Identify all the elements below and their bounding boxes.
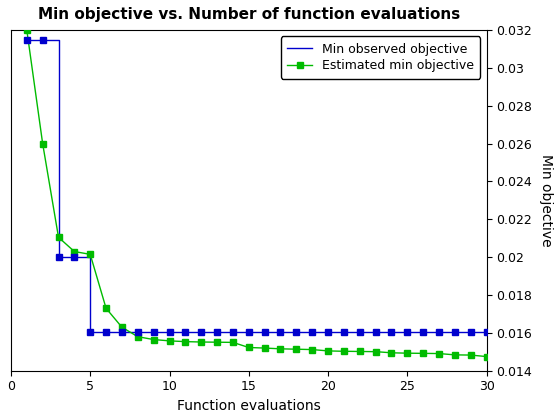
Estimated min objective bbox=[340, 349, 347, 354]
Estimated min objective bbox=[404, 351, 410, 356]
Line: Estimated min objective: Estimated min objective bbox=[24, 27, 489, 360]
Min observed objective bbox=[404, 329, 410, 334]
Min observed objective bbox=[245, 329, 252, 334]
Min observed objective bbox=[55, 255, 62, 260]
Min observed objective bbox=[277, 329, 284, 334]
Min observed objective bbox=[198, 329, 204, 334]
X-axis label: Function evaluations: Function evaluations bbox=[177, 399, 321, 413]
Title: Min objective vs. Number of function evaluations: Min objective vs. Number of function eva… bbox=[38, 7, 460, 22]
Min observed objective bbox=[325, 329, 332, 334]
Min observed objective bbox=[356, 329, 363, 334]
Min observed objective bbox=[340, 329, 347, 334]
Estimated min objective bbox=[262, 346, 268, 351]
Legend: Min observed objective, Estimated min objective: Min observed objective, Estimated min ob… bbox=[281, 36, 480, 79]
Estimated min objective bbox=[71, 249, 78, 254]
Min observed objective bbox=[134, 329, 141, 334]
Min observed objective bbox=[39, 37, 46, 42]
Estimated min objective bbox=[150, 337, 157, 342]
Min observed objective bbox=[182, 329, 189, 334]
Estimated min objective bbox=[39, 141, 46, 146]
Estimated min objective bbox=[277, 346, 284, 352]
Estimated min objective bbox=[214, 340, 221, 345]
Estimated min objective bbox=[182, 339, 189, 344]
Estimated min objective bbox=[483, 354, 490, 359]
Min observed objective bbox=[436, 329, 442, 334]
Min observed objective bbox=[230, 329, 236, 334]
Min observed objective bbox=[293, 329, 300, 334]
Min observed objective bbox=[262, 329, 268, 334]
Min observed objective bbox=[372, 329, 379, 334]
Estimated min objective bbox=[309, 347, 316, 352]
Min observed objective bbox=[214, 329, 221, 334]
Estimated min objective bbox=[372, 349, 379, 354]
Estimated min objective bbox=[87, 252, 94, 257]
Estimated min objective bbox=[356, 349, 363, 354]
Estimated min objective bbox=[451, 352, 458, 357]
Min observed objective bbox=[166, 329, 173, 334]
Min observed objective bbox=[388, 329, 395, 334]
Estimated min objective bbox=[468, 352, 474, 357]
Estimated min objective bbox=[245, 345, 252, 350]
Min observed objective bbox=[150, 329, 157, 334]
Min observed objective bbox=[71, 255, 78, 260]
Line: Min observed objective: Min observed objective bbox=[27, 39, 487, 332]
Min observed objective bbox=[451, 329, 458, 334]
Estimated min objective bbox=[325, 348, 332, 353]
Min observed objective bbox=[24, 37, 30, 42]
Min observed objective bbox=[119, 329, 125, 334]
Min observed objective bbox=[468, 329, 474, 334]
Estimated min objective bbox=[388, 350, 395, 355]
Estimated min objective bbox=[436, 351, 442, 356]
Estimated min objective bbox=[293, 346, 300, 352]
Y-axis label: Min objective: Min objective bbox=[539, 154, 553, 247]
Estimated min objective bbox=[119, 325, 125, 330]
Estimated min objective bbox=[134, 334, 141, 339]
Estimated min objective bbox=[166, 339, 173, 344]
Estimated min objective bbox=[420, 351, 427, 356]
Estimated min objective bbox=[24, 28, 30, 33]
Min observed objective bbox=[87, 329, 94, 334]
Estimated min objective bbox=[55, 235, 62, 240]
Min observed objective bbox=[483, 329, 490, 334]
Min observed objective bbox=[102, 329, 109, 334]
Min observed objective bbox=[420, 329, 427, 334]
Estimated min objective bbox=[230, 340, 236, 345]
Min observed objective bbox=[309, 329, 316, 334]
Estimated min objective bbox=[198, 339, 204, 344]
Estimated min objective bbox=[102, 306, 109, 311]
